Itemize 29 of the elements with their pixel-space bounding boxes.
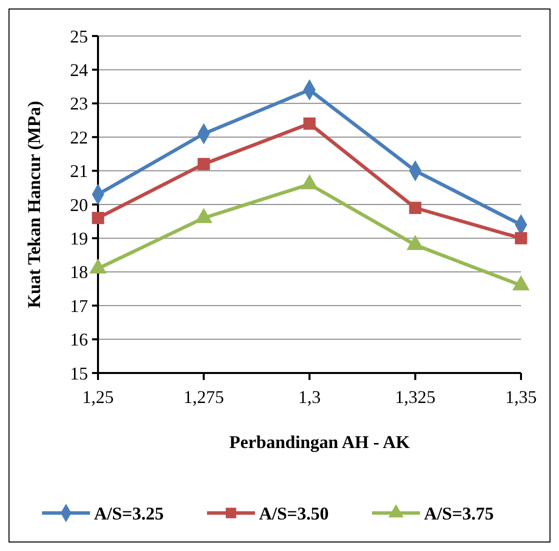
- point: [303, 117, 316, 130]
- y-tick-label: 21: [70, 161, 88, 182]
- y-tick-label: 16: [70, 330, 88, 350]
- y-tick-label: 20: [70, 194, 88, 215]
- x-tick-label: 1,35: [505, 387, 537, 407]
- y-tick-label: 25: [70, 26, 88, 46]
- point: [406, 234, 424, 250]
- legend-label: A/S=3.50: [259, 503, 329, 524]
- x-axis-title: Perbandingan AH - AK: [229, 432, 410, 452]
- point: [409, 202, 422, 214]
- x-tick-label: 1,275: [184, 387, 224, 407]
- point: [514, 232, 528, 244]
- legend-label: A/S=3.25: [94, 503, 164, 524]
- y-tick-label: 19: [70, 228, 88, 248]
- point: [198, 158, 210, 170]
- y-axis-title: Kuat Tekan Hancur (MPa): [24, 100, 44, 308]
- y-tick-label: 23: [70, 94, 88, 114]
- point: [89, 258, 107, 274]
- x-tick-label: 1,25: [82, 387, 114, 407]
- y-tick-label: 17: [70, 296, 88, 316]
- y-tick-label: 24: [70, 60, 88, 80]
- y-tick-label: 15: [70, 363, 88, 384]
- x-tick-label: 1,3: [298, 387, 321, 407]
- point: [512, 275, 530, 290]
- y-tick-label: 18: [70, 262, 88, 282]
- y-tick-label: 22: [70, 127, 88, 148]
- x-tick-label: 1,325: [395, 387, 436, 407]
- legend-label: A/S=3.75: [424, 503, 494, 524]
- point: [92, 212, 104, 224]
